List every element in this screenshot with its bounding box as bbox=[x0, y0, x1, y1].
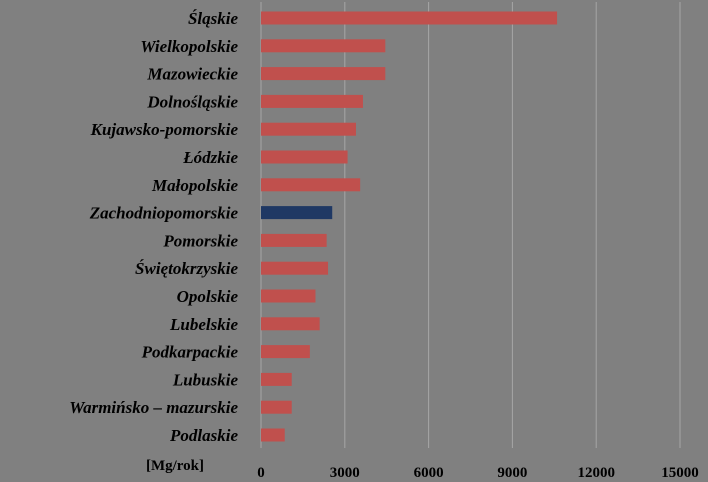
bar bbox=[261, 372, 292, 386]
category-label: Mazowieckie bbox=[146, 65, 238, 84]
bar bbox=[261, 178, 361, 192]
x-tick-label: 0 bbox=[257, 465, 265, 481]
category-label: Kujawsko-pomorskie bbox=[90, 120, 239, 139]
bar bbox=[261, 261, 329, 275]
bar bbox=[261, 11, 558, 25]
x-tick-label: 3000 bbox=[330, 465, 360, 481]
bar bbox=[261, 400, 292, 414]
bar bbox=[261, 233, 327, 247]
category-label: Dolnośląskie bbox=[146, 92, 238, 111]
bar bbox=[261, 150, 348, 164]
x-tick-label: 12000 bbox=[577, 465, 615, 481]
category-label: Wielkopolskie bbox=[140, 37, 238, 56]
category-label: Warmińsko – mazurskie bbox=[69, 398, 238, 417]
x-tick-label: 15000 bbox=[661, 465, 699, 481]
category-label: Podlaskie bbox=[169, 426, 238, 445]
category-label: Zachodniopomorskie bbox=[89, 204, 239, 223]
x-tick-label: 6000 bbox=[414, 465, 444, 481]
bar bbox=[261, 428, 285, 442]
category-label: Małopolskie bbox=[151, 176, 238, 195]
unit-label: [Mg/rok] bbox=[146, 458, 204, 474]
bar bbox=[261, 94, 363, 108]
bar bbox=[261, 345, 310, 359]
bar bbox=[261, 122, 356, 136]
category-label: Świętokrzyskie bbox=[135, 259, 238, 278]
category-label: Łódzkie bbox=[182, 148, 238, 167]
bar bbox=[261, 289, 316, 303]
category-label: Opolskie bbox=[177, 287, 239, 306]
category-label: Podkarpackie bbox=[141, 343, 239, 362]
category-labels: Śląskie Wielkopolskie Mazowieckie Dolnośląs… bbox=[69, 9, 238, 445]
bar bbox=[261, 67, 386, 81]
bar bbox=[261, 206, 333, 220]
category-label: Pomorskie bbox=[162, 231, 238, 250]
bar bbox=[261, 317, 320, 331]
category-label: Lubelskie bbox=[169, 315, 238, 334]
bar bbox=[261, 39, 386, 53]
category-label: Śląskie bbox=[188, 9, 239, 28]
x-axis-ticks: 0 3000 6000 9000 12000 15000 bbox=[257, 465, 699, 481]
bars bbox=[261, 11, 558, 442]
category-label: Lubuskie bbox=[172, 370, 239, 389]
x-tick-label: 9000 bbox=[497, 465, 527, 481]
